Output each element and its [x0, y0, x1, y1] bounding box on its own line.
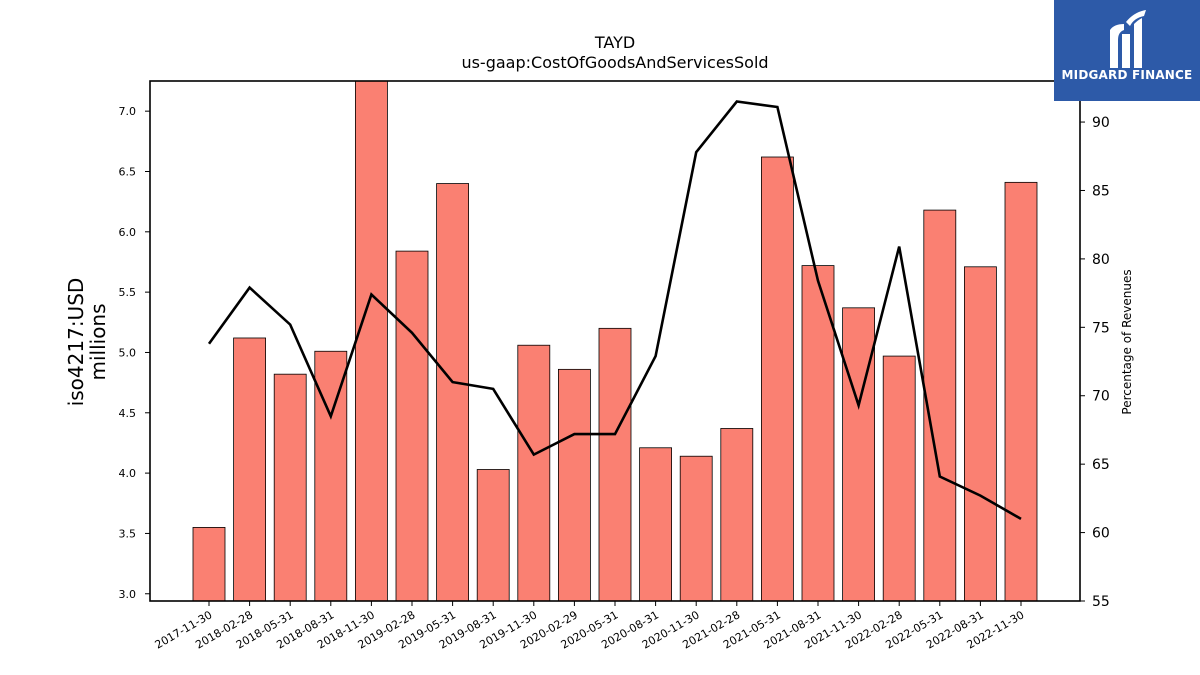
y-tick-label: 5.5: [119, 286, 137, 299]
bar: [1004, 181, 1038, 602]
chart-title: TAYD: [594, 33, 635, 52]
bar: [964, 266, 997, 602]
bar-series: [192, 80, 1038, 602]
bar: [639, 447, 672, 602]
y-tick-label: 6.5: [119, 165, 137, 178]
bar: [598, 327, 632, 602]
y-tick-label: 7.0: [119, 105, 137, 118]
bar: [842, 307, 875, 602]
brand-name: MIDGARD FINANCE: [1061, 68, 1193, 82]
y-axis-left: 3.0 3.5 4.0 4.5 5.0 5.5 6.0 6.5 7.0: [119, 105, 150, 601]
x-axis: 2017-11-302018-02-282018-05-312018-08-31…: [153, 601, 1027, 652]
y-tick-label: 5.0: [119, 346, 137, 359]
bar: [517, 344, 551, 602]
y2-tick-label: 70: [1092, 389, 1110, 405]
y2-tick-label: 55: [1092, 594, 1110, 610]
y-tick-label: 4.5: [119, 407, 137, 420]
y-tick-label: 6.0: [119, 226, 137, 239]
bar: [354, 80, 388, 602]
bar: [558, 368, 591, 602]
line-series: [207, 100, 1022, 521]
midgard-logo-icon: [1110, 10, 1146, 68]
y2-tick-label: 75: [1092, 320, 1110, 336]
bar: [801, 265, 835, 602]
brand-logo: MIDGARD FINANCE: [1054, 0, 1200, 101]
y-axis-label-line: iso4217:USD: [64, 278, 88, 407]
percentage-line: [207, 100, 1022, 521]
y2-tick-label: 60: [1092, 526, 1110, 542]
y2-tick-label: 85: [1092, 183, 1110, 199]
y2-tick-label: 90: [1092, 115, 1110, 131]
y2-axis-label: Percentage of Revenues: [1120, 269, 1134, 414]
bar: [233, 337, 267, 602]
bar: [720, 428, 754, 602]
bar: [395, 250, 429, 602]
bar: [476, 469, 510, 602]
y-tick-label: 3.0: [119, 588, 137, 601]
y-axis-label-line: millions: [86, 303, 110, 380]
y-axis-right: 55 60 65 70 75 80 85 90: [1080, 115, 1110, 610]
bar: [436, 183, 470, 602]
bar: [192, 527, 226, 602]
y-tick-label: 4.0: [119, 467, 137, 480]
bar: [923, 209, 957, 602]
y2-tick-label: 65: [1092, 457, 1110, 473]
y-tick-label: 3.5: [119, 527, 137, 540]
bar: [679, 455, 713, 602]
bar: [882, 355, 916, 602]
bar: [761, 156, 794, 602]
y2-tick-label: 80: [1092, 252, 1110, 268]
chart-subtitle: us-gaap:CostOfGoodsAndServicesSold: [461, 53, 768, 72]
y-axis-label: iso4217:USDmillions: [64, 278, 110, 407]
bar: [273, 373, 307, 602]
